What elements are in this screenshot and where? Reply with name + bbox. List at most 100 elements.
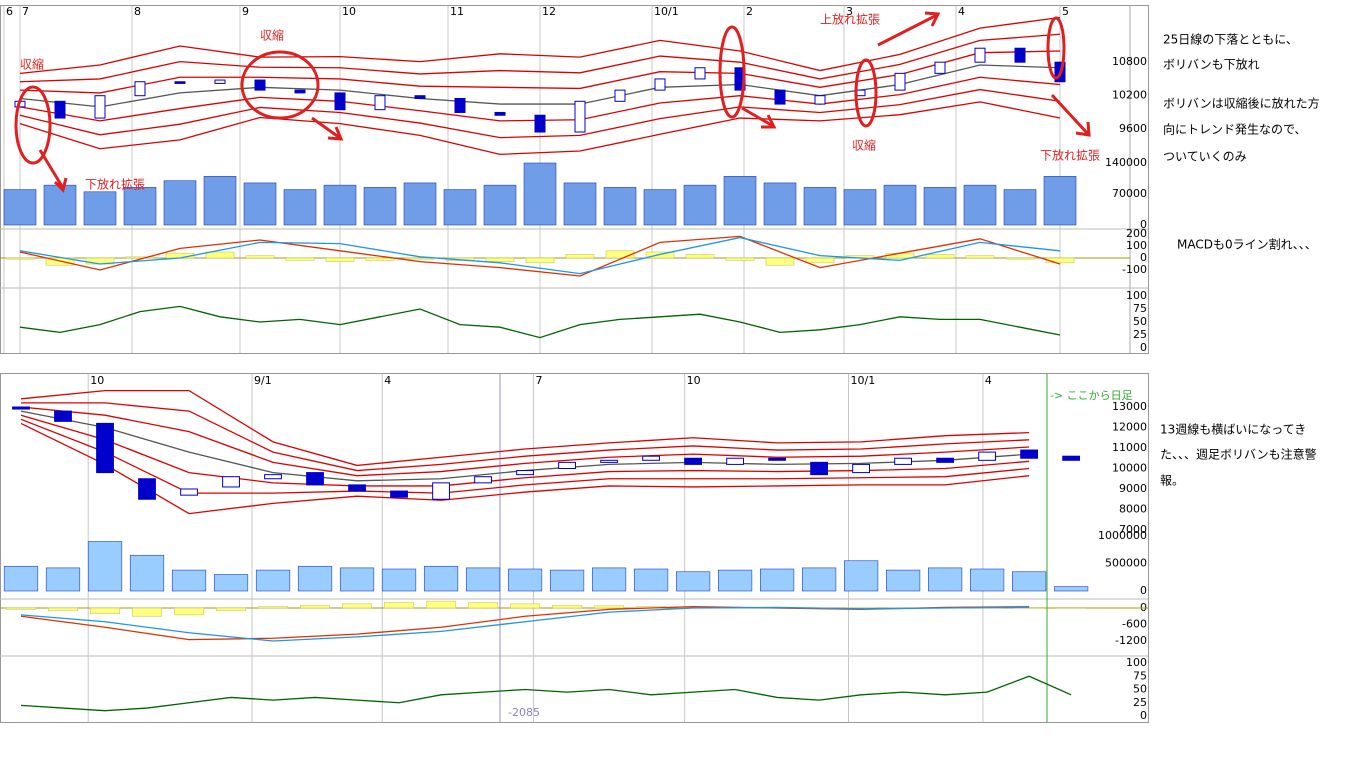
macd-histogram-bar bbox=[965, 255, 995, 259]
volume-bar bbox=[763, 182, 797, 226]
bollinger-line bbox=[20, 389, 1030, 467]
y-tick-label: 0 bbox=[1140, 341, 1147, 354]
x-tick-label: 4 bbox=[384, 374, 391, 387]
frame-top bbox=[0, 5, 1149, 354]
note: MACDも0ライン割れ、、、 bbox=[1177, 237, 1317, 252]
volume-bar bbox=[363, 187, 397, 226]
candle bbox=[934, 61, 946, 74]
macd-histogram-bar bbox=[342, 603, 373, 609]
y-tick-label: 10800 bbox=[1112, 55, 1147, 68]
macd-histogram-bar bbox=[594, 605, 625, 609]
volume-bar bbox=[843, 189, 877, 226]
y-tick-label: 11000 bbox=[1112, 441, 1147, 454]
macd-histogram-bar bbox=[285, 257, 315, 261]
x-tick-label: 4 bbox=[958, 5, 965, 18]
candle bbox=[814, 95, 826, 105]
y-tick-label: 13000 bbox=[1112, 400, 1147, 413]
bollinger-line bbox=[19, 16, 1061, 75]
volume-bar bbox=[923, 187, 957, 226]
volume-bar bbox=[443, 189, 477, 226]
candle bbox=[12, 406, 30, 410]
note: 向にトレンド発生なので、 bbox=[1163, 122, 1307, 137]
macd-histogram-bar bbox=[1005, 257, 1035, 260]
candle bbox=[694, 67, 706, 80]
volume-bar bbox=[886, 569, 921, 592]
candle bbox=[574, 100, 586, 133]
x-tick-label: 9/1 bbox=[254, 374, 272, 387]
volume-bar bbox=[963, 184, 997, 226]
y-tick-label: 9000 bbox=[1119, 482, 1147, 495]
oscillator-line bbox=[19, 305, 1061, 339]
volume-bar bbox=[801, 567, 837, 592]
frame-bottom bbox=[0, 373, 1149, 723]
volume-bar bbox=[171, 569, 207, 592]
volume-bar bbox=[243, 182, 277, 226]
note: ボリバンは収縮後に放れた方 bbox=[1163, 96, 1320, 111]
candle bbox=[390, 490, 408, 498]
x-tick-label: 12 bbox=[542, 5, 556, 18]
volume-bar bbox=[563, 182, 597, 226]
volume-bar bbox=[1012, 571, 1047, 592]
volume-bar bbox=[3, 189, 37, 226]
volume-bar bbox=[883, 184, 917, 226]
volume-bar bbox=[803, 187, 837, 226]
y-tick-label: 70000 bbox=[1112, 187, 1147, 200]
volume-bar bbox=[203, 175, 237, 226]
macd-histogram-bar bbox=[605, 250, 635, 259]
macd-histogram-bar bbox=[485, 257, 515, 262]
bollinger-line bbox=[20, 422, 1030, 515]
circle bbox=[14, 85, 52, 165]
arrow bbox=[311, 116, 344, 141]
volume-bar bbox=[1054, 586, 1089, 592]
volume-bar bbox=[759, 568, 795, 592]
macd-histogram-bar bbox=[90, 607, 121, 614]
macd-histogram-bar bbox=[468, 602, 499, 609]
macd-histogram-bar bbox=[805, 257, 835, 264]
circle bbox=[718, 25, 746, 119]
candle bbox=[306, 472, 324, 486]
circle bbox=[854, 58, 878, 128]
macd-histogram-bar bbox=[300, 604, 331, 609]
x-tick-label: 11 bbox=[450, 5, 464, 18]
note: ついていくのみ bbox=[1163, 150, 1247, 164]
y-tick-label: 140000 bbox=[1105, 156, 1147, 169]
macd-histogram-bar bbox=[552, 604, 583, 609]
x-tick-label: 8 bbox=[134, 5, 141, 18]
candle bbox=[768, 457, 786, 461]
x-tick-label: 7 bbox=[22, 5, 29, 18]
macd-histogram-bar bbox=[6, 607, 37, 610]
y-tick-label: 75 bbox=[1133, 302, 1147, 315]
note: 25日線の下落とともに、 bbox=[1163, 32, 1298, 47]
note: ボリバンも下放れ bbox=[1163, 57, 1260, 72]
bollinger-line bbox=[20, 406, 1030, 477]
annotation-shapes bbox=[14, 11, 1091, 193]
x-tick-label: 4 bbox=[985, 374, 992, 387]
volume-bar bbox=[3, 565, 39, 592]
volume-bar bbox=[255, 569, 291, 592]
y-tick-label: -600 bbox=[1122, 618, 1147, 631]
candle bbox=[180, 488, 198, 496]
macd-line bbox=[19, 236, 1061, 275]
macd-histogram-bar bbox=[245, 255, 275, 259]
circle bbox=[240, 50, 320, 120]
macd-line bbox=[20, 606, 1030, 642]
y-tick-label: 100 bbox=[1126, 656, 1147, 669]
y-tick-label: 200 bbox=[1126, 227, 1147, 240]
y-tick-label: 75 bbox=[1133, 669, 1147, 682]
y-tick-label: -1200 bbox=[1115, 634, 1147, 647]
candle bbox=[348, 484, 366, 492]
candle bbox=[494, 111, 506, 116]
y-tick-label: 9600 bbox=[1119, 122, 1147, 135]
annotation: 下放れ拡張 bbox=[1040, 148, 1100, 163]
candle bbox=[810, 461, 829, 476]
volume-bar bbox=[683, 184, 717, 226]
arrow bbox=[1050, 93, 1091, 137]
y-tick-label: 10000 bbox=[1112, 462, 1147, 475]
x-tick-label: 2 bbox=[746, 5, 753, 18]
candle bbox=[1014, 47, 1026, 63]
volume-bar bbox=[507, 568, 543, 592]
annotation: -> ここから日足 bbox=[1050, 389, 1133, 402]
x-tick-label: 7 bbox=[535, 374, 542, 387]
y-tick-label: 25 bbox=[1133, 696, 1147, 709]
note: た、、、週足ボリバンも注意警 bbox=[1160, 447, 1317, 462]
